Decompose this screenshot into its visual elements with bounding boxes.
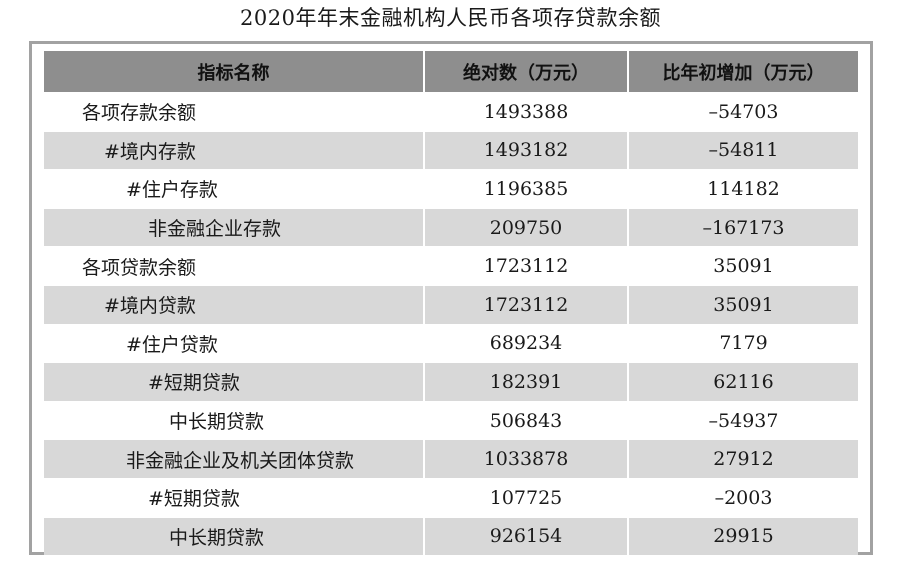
row-name: 非金融企业及机关团体贷款 bbox=[44, 439, 425, 478]
row-change: 29915 bbox=[629, 516, 858, 556]
table-row: 各项存款余额 1493388 –54703 bbox=[44, 92, 858, 131]
row-change: 114182 bbox=[629, 169, 858, 208]
table-row: 非金融企业及机关团体贷款 1033878 27912 bbox=[44, 439, 858, 478]
row-name: #境内存款 bbox=[44, 130, 425, 170]
row-change: 27912 bbox=[629, 439, 858, 478]
row-name: #住户存款 bbox=[44, 169, 425, 208]
row-value: 1033878 bbox=[425, 439, 629, 478]
row-name: 中长期贷款 bbox=[44, 400, 425, 440]
header-indicator-name: 指标名称 bbox=[44, 51, 425, 92]
row-value: 182391 bbox=[425, 362, 629, 401]
table-row: 中长期贷款 506843 –54937 bbox=[44, 400, 858, 440]
row-name: #境内贷款 bbox=[44, 284, 425, 324]
row-change: 62116 bbox=[629, 362, 858, 401]
row-value: 1723112 bbox=[425, 246, 629, 285]
table-header-row: 指标名称 绝对数（万元） 比年初增加（万元） bbox=[44, 51, 858, 92]
table-row: #境内存款 1493182 –54811 bbox=[44, 130, 858, 170]
table-row: 各项贷款余额 1723112 35091 bbox=[44, 246, 858, 285]
row-change: –54937 bbox=[629, 400, 858, 440]
header-absolute-value: 绝对数（万元） bbox=[425, 51, 629, 92]
row-name: 各项贷款余额 bbox=[44, 246, 425, 285]
header-change-since-start: 比年初增加（万元） bbox=[629, 51, 858, 92]
row-name: 中长期贷款 bbox=[44, 516, 425, 556]
table-title: 2020年年末金融机构人民币各项存贷款余额 bbox=[240, 6, 661, 30]
row-value: 1196385 bbox=[425, 169, 629, 208]
row-change: –167173 bbox=[629, 207, 858, 247]
row-change: –54703 bbox=[629, 92, 858, 131]
deposit-loan-table: 指标名称 绝对数（万元） 比年初增加（万元） 各项存款余额 1493388 –5… bbox=[44, 51, 858, 556]
row-change: 35091 bbox=[629, 284, 858, 324]
table-row: 中长期贷款 926154 29915 bbox=[44, 516, 858, 556]
row-name: #短期贷款 bbox=[44, 362, 425, 401]
row-value: 107725 bbox=[425, 477, 629, 517]
row-value: 1493388 bbox=[425, 92, 629, 131]
row-change: 35091 bbox=[629, 246, 858, 285]
table-row: #境内贷款 1723112 35091 bbox=[44, 284, 858, 324]
row-change: 7179 bbox=[629, 323, 858, 363]
table-row: #住户存款 1196385 114182 bbox=[44, 169, 858, 208]
row-value: 926154 bbox=[425, 516, 629, 556]
table-row: #短期贷款 107725 –2003 bbox=[44, 477, 858, 517]
row-value: 209750 bbox=[425, 207, 629, 247]
row-name: #短期贷款 bbox=[44, 477, 425, 517]
row-value: 689234 bbox=[425, 323, 629, 363]
table-frame: 指标名称 绝对数（万元） 比年初增加（万元） 各项存款余额 1493388 –5… bbox=[29, 41, 873, 556]
row-value: 1493182 bbox=[425, 130, 629, 170]
row-name: 非金融企业存款 bbox=[44, 207, 425, 247]
row-name: 各项存款余额 bbox=[44, 92, 425, 131]
table-row: #短期贷款 182391 62116 bbox=[44, 362, 858, 401]
table-row: 非金融企业存款 209750 –167173 bbox=[44, 207, 858, 247]
row-name: #住户贷款 bbox=[44, 323, 425, 363]
table-row: #住户贷款 689234 7179 bbox=[44, 323, 858, 363]
row-value: 1723112 bbox=[425, 284, 629, 324]
row-value: 506843 bbox=[425, 400, 629, 440]
row-change: –2003 bbox=[629, 477, 858, 517]
row-change: –54811 bbox=[629, 130, 858, 170]
